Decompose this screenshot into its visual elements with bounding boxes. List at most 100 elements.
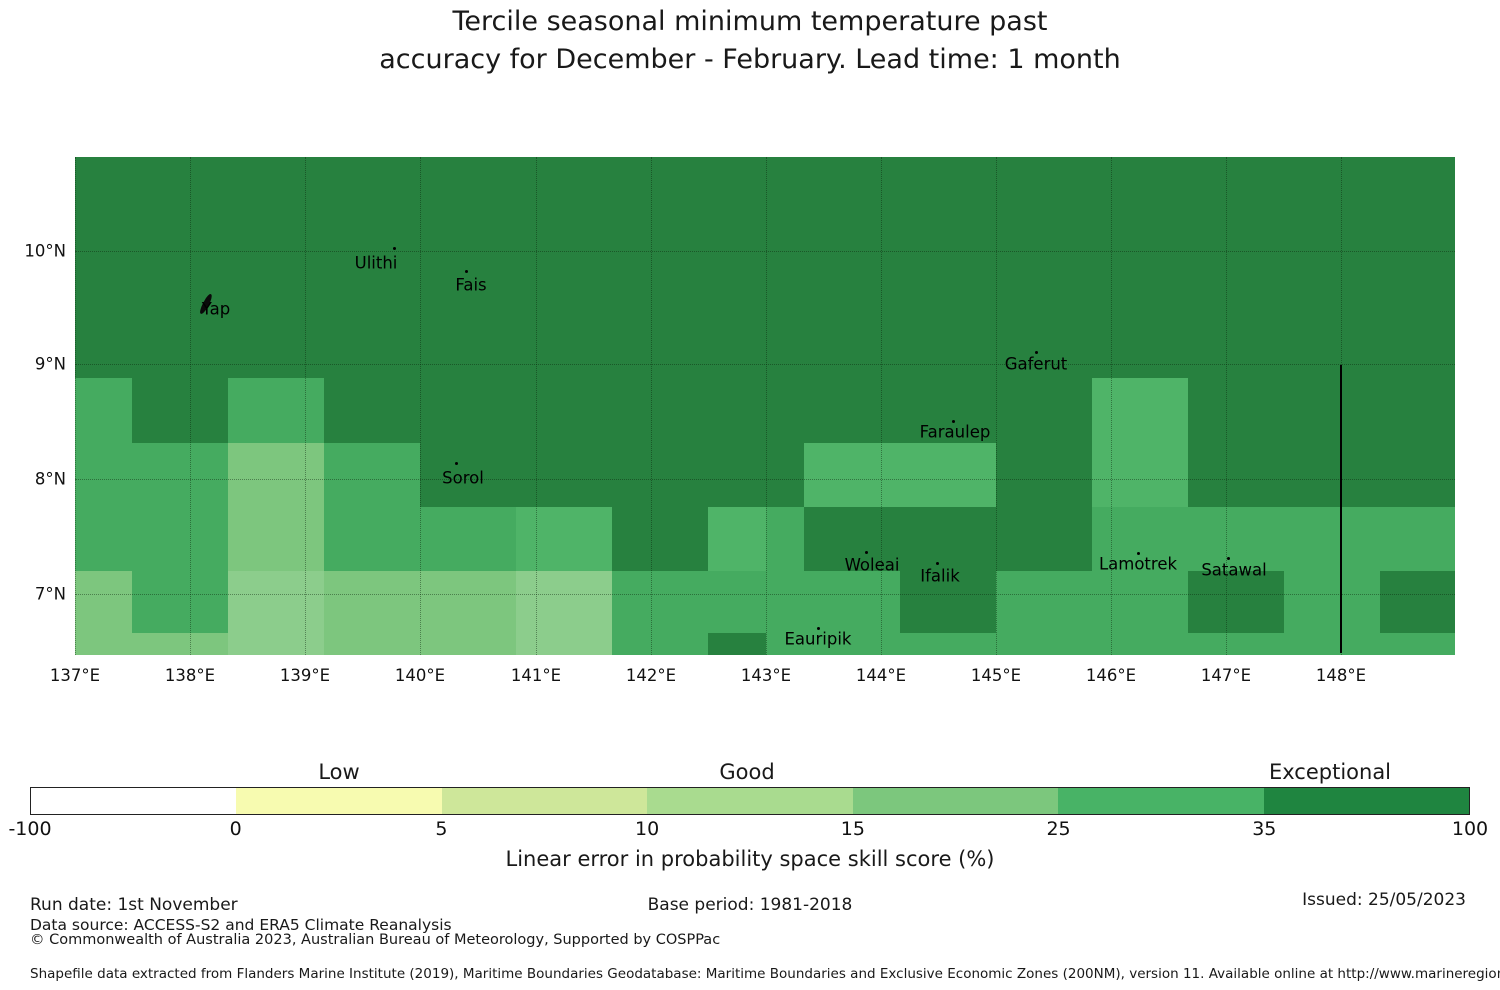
chart-title-line1: Tercile seasonal minimum temperature pas… xyxy=(452,6,1048,37)
island-dot-gaferut xyxy=(1035,351,1038,354)
colorbar-tick-label: 10 xyxy=(635,818,660,840)
x-axis-tick-label: 140°E xyxy=(394,666,446,685)
colorbar xyxy=(30,787,1470,815)
map-cell-m xyxy=(324,443,420,571)
gridline-meridian xyxy=(536,157,537,655)
colorbar-tick-label: 15 xyxy=(840,818,865,840)
footer-issued-date: Issued: 25/05/2023 xyxy=(1302,890,1466,910)
island-label-ulithi: Ulithi xyxy=(354,253,398,273)
colorbar-zone-label-good: Good xyxy=(719,760,775,784)
map-cell-m xyxy=(708,571,804,633)
map-cell-m xyxy=(996,571,1092,655)
footer-data-source: Data source: ACCESS-S2 and ERA5 Climate … xyxy=(30,916,452,934)
map-cell-m2 xyxy=(516,507,612,571)
island-label-gaferut: Gaferut xyxy=(1004,354,1068,374)
chart-title: Tercile seasonal minimum temperature pas… xyxy=(0,3,1500,79)
map-cell-m xyxy=(1380,633,1455,655)
footer-copyright: © Commonwealth of Australia 2023, Austra… xyxy=(30,932,721,948)
island-label-yap: Yap xyxy=(201,299,231,319)
island-label-lamotrek: Lamotrek xyxy=(1098,554,1178,574)
x-axis-tick-label: 138°E xyxy=(164,666,216,685)
footer-shapefile-credit: Shapefile data extracted from Flanders M… xyxy=(30,966,1500,982)
island-dot-fais xyxy=(465,270,468,273)
island-dot-satawal xyxy=(1227,557,1230,560)
colorbar-segment-15-to-25 xyxy=(852,788,1059,814)
x-axis-tick-label: 147°E xyxy=(1200,666,1252,685)
eez-boundary-line xyxy=(1340,365,1342,653)
colorbar-zone-label-exceptional: Exceptional xyxy=(1268,760,1392,784)
map-cell-m xyxy=(612,571,708,655)
gridline-parallel xyxy=(75,479,1455,480)
map-cell-m2 xyxy=(708,507,766,571)
map-cell-m xyxy=(1092,507,1188,655)
colorbar-zone-label-low: Low xyxy=(318,760,360,784)
colorbar-segment-5-to-10 xyxy=(441,788,648,814)
map-cell-m xyxy=(804,571,900,655)
y-axis-tick-label: 10°N xyxy=(24,241,66,261)
colorbar-tick-label: 25 xyxy=(1046,818,1071,840)
island-dot-faraulep xyxy=(952,420,955,423)
gridline-meridian xyxy=(1111,157,1112,655)
x-axis-tick-label: 145°E xyxy=(970,666,1022,685)
map-cell-l xyxy=(324,571,516,655)
colorbar-segment-35-to-100 xyxy=(1263,788,1469,814)
map-cell-d xyxy=(708,633,766,655)
colorbar-tick-label: 5 xyxy=(435,818,448,840)
colorbar-tick-label: 35 xyxy=(1252,818,1277,840)
gridline-parallel xyxy=(75,594,1455,595)
map-cell-m xyxy=(228,378,324,443)
gridline-meridian xyxy=(305,157,306,655)
map-cell-m xyxy=(75,378,132,443)
map-cell-m xyxy=(1284,571,1380,655)
island-dot-woleai xyxy=(865,551,868,554)
map-cell-l xyxy=(228,443,324,571)
island-label-eauripik: Eauripik xyxy=(784,629,852,649)
map-cell-m xyxy=(132,443,228,633)
x-axis-tick-label: 141°E xyxy=(510,666,562,685)
island-dot-ifalik xyxy=(936,562,939,565)
gridline-meridian xyxy=(1226,157,1227,655)
gridline-meridian xyxy=(651,157,652,655)
colorbar-segment-0-to-5 xyxy=(236,788,442,814)
x-axis-tick-label: 148°E xyxy=(1315,666,1367,685)
map-cell-l xyxy=(132,633,228,655)
island-label-fais: Fais xyxy=(455,275,487,295)
island-dot-lamotrek xyxy=(1137,552,1140,555)
y-axis-tick-label: 9°N xyxy=(34,354,66,374)
gridline-meridian xyxy=(75,157,76,655)
colorbar-segment-10-to-15 xyxy=(647,788,853,814)
island-dot-sorol xyxy=(455,462,458,465)
y-axis-tick-label: 8°N xyxy=(34,469,66,489)
gridline-meridian xyxy=(420,157,421,655)
colorbar-segment-25-to-35 xyxy=(1058,788,1264,814)
map-cell-m xyxy=(900,633,996,655)
map-cell-l xyxy=(75,571,132,655)
gridline-meridian xyxy=(766,157,767,655)
map-cell-m xyxy=(75,443,132,571)
gridline-meridian xyxy=(881,157,882,655)
chart-title-line2: accuracy for December - February. Lead t… xyxy=(379,44,1121,75)
map-cell-m xyxy=(420,507,516,571)
y-axis-tick-label: 7°N xyxy=(34,584,66,604)
x-axis-tick-label: 137°E xyxy=(49,666,101,685)
island-label-faraulep: Faraulep xyxy=(919,422,991,442)
colorbar-tick-label: 0 xyxy=(229,818,242,840)
gridline-parallel xyxy=(75,364,1455,365)
x-axis-tick-label: 139°E xyxy=(279,666,331,685)
gridline-parallel xyxy=(75,251,1455,252)
island-dot-eauripik xyxy=(817,627,820,630)
gridline-meridian xyxy=(996,157,997,655)
map-cell-l2 xyxy=(228,571,324,655)
colorbar-tick-label: -100 xyxy=(8,818,52,840)
footer-base-period: Base period: 1981-2018 xyxy=(647,895,853,915)
map-cell-m2 xyxy=(804,443,996,507)
map-cell-m xyxy=(766,507,804,571)
map-cell-m xyxy=(1188,633,1284,655)
x-axis-tick-label: 144°E xyxy=(855,666,907,685)
colorbar-segment--100-to-0 xyxy=(31,788,237,814)
map-area: Yap Ulithi Fais Sorol Gaferut Faraulep Woleai I… xyxy=(75,157,1455,655)
map-cell-m xyxy=(1188,507,1455,571)
gridline-meridian xyxy=(190,157,191,655)
island-label-ifalik: Ifalik xyxy=(920,566,960,586)
